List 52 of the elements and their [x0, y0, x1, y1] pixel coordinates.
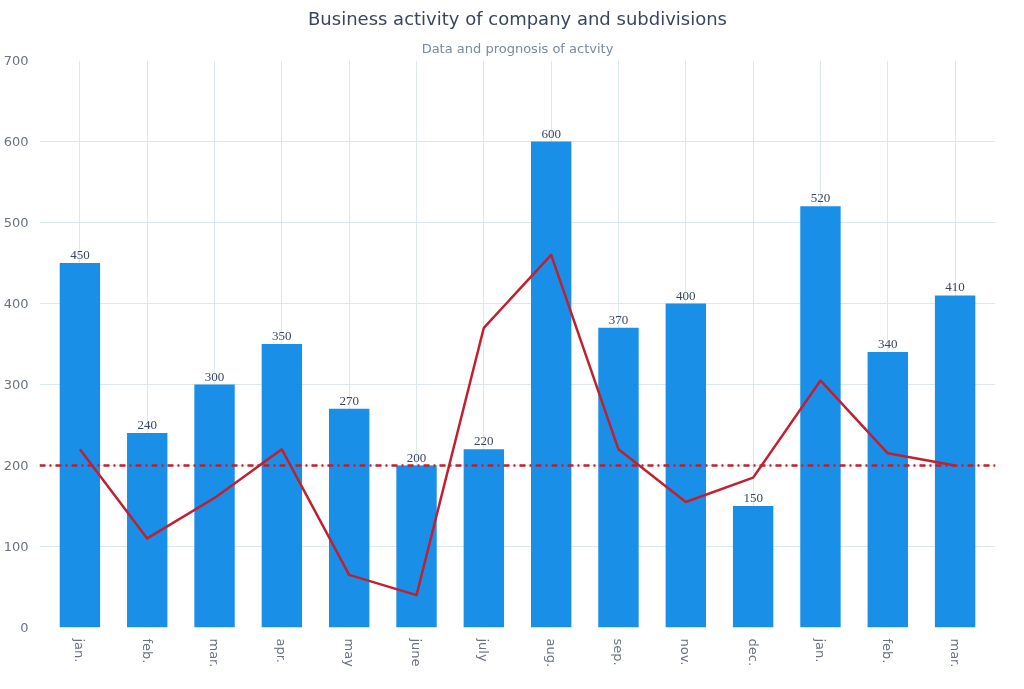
data-label: 410	[945, 279, 965, 295]
data-label: 520	[810, 190, 831, 206]
x-tick-label: aug.	[543, 638, 559, 668]
bar	[261, 344, 303, 628]
x-tick-label: may	[341, 638, 357, 668]
bar	[463, 449, 505, 628]
data-label: 270	[339, 392, 359, 408]
data-label: 340	[878, 336, 898, 352]
bar	[127, 433, 168, 628]
bar	[530, 141, 572, 628]
data-label: 450	[70, 247, 90, 262]
y-tick-label: 0	[20, 620, 29, 635]
x-tick-label: mar.	[207, 638, 223, 668]
y-tick-label: 100	[3, 539, 29, 554]
data-label: 600	[541, 125, 561, 141]
data-label: 220	[474, 433, 494, 449]
y-tick-label: 200	[3, 458, 29, 473]
chart-subtitle: Data and prognosis of actvity	[421, 40, 614, 56]
data-label: 200	[406, 449, 427, 465]
x-tick-label: nov.	[678, 638, 694, 666]
y-tick-label: 500	[3, 215, 29, 230]
bar	[396, 465, 437, 628]
y-tick-label: 400	[3, 296, 29, 311]
x-tick-label: jan.	[72, 637, 88, 663]
data-label: 400	[676, 287, 696, 303]
bar	[665, 303, 707, 628]
bar	[867, 352, 908, 628]
y-tick-label: 600	[3, 134, 29, 149]
chart-title: Business activity of company and subdivisions	[308, 7, 727, 29]
x-tick-label: sep.	[610, 638, 626, 666]
bar	[598, 327, 639, 628]
data-label: 150	[743, 490, 763, 505]
data-label: 240	[137, 417, 157, 433]
bar	[934, 295, 976, 628]
bar	[328, 408, 370, 628]
x-tick-label: apr.	[274, 638, 290, 664]
data-label: 350	[272, 328, 292, 343]
x-tick-label: dec.	[745, 638, 761, 667]
x-tick-label: feb.	[139, 638, 155, 664]
data-label: 300	[204, 368, 225, 384]
data-label: 370	[608, 311, 629, 327]
bar	[194, 384, 235, 628]
x-tick-label: feb.	[880, 638, 896, 664]
x-tick-label: jan.	[812, 637, 828, 663]
bar	[800, 206, 841, 628]
bar	[59, 263, 101, 628]
y-tick-label: 700	[3, 53, 29, 68]
y-tick-label: 300	[3, 377, 29, 392]
x-tick-label: july	[476, 637, 492, 662]
x-tick-label: mar.	[947, 638, 963, 668]
x-tick-label: june	[409, 637, 425, 667]
bar	[732, 506, 774, 628]
